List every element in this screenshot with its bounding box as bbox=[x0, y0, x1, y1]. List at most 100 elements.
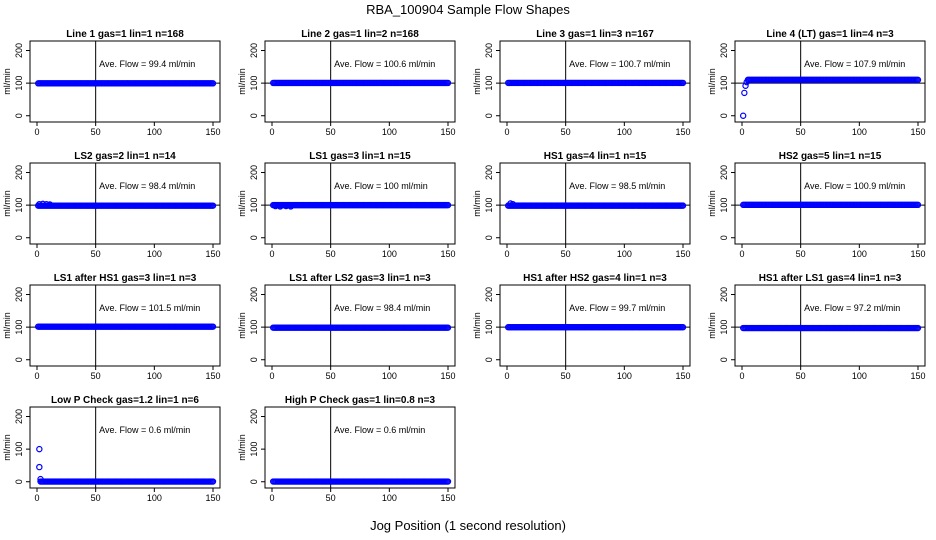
y-tick-label: 0 bbox=[14, 113, 24, 118]
data-point bbox=[739, 112, 747, 119]
y-tick-label: 0 bbox=[249, 113, 259, 118]
x-tick-label: 0 bbox=[739, 249, 744, 259]
y-tick-label: 200 bbox=[14, 43, 24, 58]
panel-frame bbox=[264, 162, 456, 245]
y-tick-label: 0 bbox=[719, 235, 729, 240]
x-tick-label: 50 bbox=[561, 249, 571, 259]
x-tick-label: 50 bbox=[326, 371, 336, 381]
panel-11: HS1 after HS2 gas=4 lin=1 n=3 0 50 100 150 0 1… bbox=[472, 273, 691, 381]
panel-frame bbox=[29, 284, 221, 367]
y-axis-label: ml/min bbox=[2, 312, 12, 339]
y-tick-label: 0 bbox=[484, 235, 494, 240]
average-flow-annotation: Ave. Flow = 100.9 ml/min bbox=[804, 181, 905, 191]
panel-6: LS1 gas=3 lin=1 n=15 0 50 100 150 0 100 200ml/m… bbox=[237, 151, 456, 259]
panel-title: LS1 after HS1 gas=3 lin=1 n=3 bbox=[54, 273, 197, 284]
x-tick-label: 100 bbox=[147, 127, 162, 137]
y-tick-label: 200 bbox=[249, 287, 259, 302]
panel-13: Low P Check gas=1.2 lin=1 n=6 0 50 100 150 0 1… bbox=[2, 395, 221, 503]
panel-title: High P Check gas=1 lin=0.8 n=3 bbox=[285, 395, 436, 406]
panel-frame bbox=[499, 40, 691, 123]
x-tick-label: 100 bbox=[617, 249, 632, 259]
y-tick-label: 100 bbox=[14, 320, 24, 335]
x-tick-label: 150 bbox=[440, 371, 455, 381]
data-series bbox=[269, 79, 452, 87]
data-series bbox=[269, 324, 452, 331]
x-tick-label: 150 bbox=[205, 249, 220, 259]
average-flow-annotation: Ave. Flow = 97.2 ml/min bbox=[804, 303, 900, 313]
x-tick-label: 50 bbox=[796, 371, 806, 381]
x-tick-label: 150 bbox=[440, 127, 455, 137]
x-tick-label: 0 bbox=[269, 493, 274, 503]
panel-1: Line 1 gas=1 lin=1 n=168 0 50 100 150 0 100 200… bbox=[2, 29, 221, 137]
panel-title: LS1 gas=3 lin=1 n=15 bbox=[309, 151, 411, 162]
data-point bbox=[209, 478, 217, 485]
panel-frame bbox=[29, 162, 221, 245]
x-tick-label: 50 bbox=[91, 493, 101, 503]
panel-frame bbox=[499, 162, 691, 245]
panel-8: HS2 gas=5 lin=1 n=15 0 50 100 150 0 100 200ml/m… bbox=[707, 151, 926, 259]
average-flow-annotation: Ave. Flow = 101.5 ml/min bbox=[99, 303, 200, 313]
panel-title: Line 1 gas=1 lin=1 n=168 bbox=[66, 29, 184, 40]
y-tick-label: 100 bbox=[484, 76, 494, 91]
y-tick-label: 0 bbox=[14, 235, 24, 240]
x-tick-label: 50 bbox=[91, 371, 101, 381]
x-tick-label: 0 bbox=[739, 371, 744, 381]
figure-title: RBA_100904 Sample Flow Shapes bbox=[366, 2, 570, 17]
y-axis-label: ml/min bbox=[472, 312, 482, 339]
data-series bbox=[739, 324, 922, 332]
y-tick-label: 0 bbox=[719, 357, 729, 362]
y-tick-label: 200 bbox=[249, 165, 259, 180]
x-tick-label: 100 bbox=[852, 127, 867, 137]
y-tick-label: 0 bbox=[719, 113, 729, 118]
data-point bbox=[444, 324, 452, 331]
data-point bbox=[679, 202, 687, 209]
data-point bbox=[914, 76, 922, 84]
y-axis-label: ml/min bbox=[237, 68, 247, 95]
y-axis-label: ml/min bbox=[237, 190, 247, 217]
panel-frame bbox=[734, 40, 926, 123]
data-series bbox=[34, 323, 217, 330]
y-tick-label: 100 bbox=[249, 198, 259, 213]
y-axis-label: ml/min bbox=[707, 312, 717, 339]
average-flow-annotation: Ave. Flow = 0.6 ml/min bbox=[99, 425, 190, 435]
x-tick-label: 0 bbox=[34, 127, 39, 137]
x-tick-label: 150 bbox=[910, 127, 925, 137]
y-tick-label: 100 bbox=[14, 198, 24, 213]
x-tick-label: 150 bbox=[910, 249, 925, 259]
y-tick-label: 100 bbox=[14, 442, 24, 457]
panel-title: HS1 after LS1 gas=4 lin=1 n=3 bbox=[759, 273, 902, 284]
x-tick-label: 100 bbox=[382, 249, 397, 259]
panel-12: HS1 after LS1 gas=4 lin=1 n=3 0 50 100 150 0 1… bbox=[707, 273, 926, 381]
y-axis-label: ml/min bbox=[237, 434, 247, 461]
y-axis-label: ml/min bbox=[707, 190, 717, 217]
x-tick-label: 0 bbox=[504, 127, 509, 137]
y-axis-label: ml/min bbox=[472, 190, 482, 217]
x-tick-label: 0 bbox=[504, 249, 509, 259]
y-tick-label: 200 bbox=[484, 165, 494, 180]
x-tick-label: 0 bbox=[269, 249, 274, 259]
data-point bbox=[36, 463, 43, 471]
x-tick-label: 50 bbox=[326, 249, 336, 259]
data-series bbox=[36, 445, 217, 485]
y-tick-label: 0 bbox=[249, 357, 259, 362]
panel-frame bbox=[264, 284, 456, 367]
data-point bbox=[741, 89, 748, 97]
panel-title: HS1 gas=4 lin=1 n=15 bbox=[544, 151, 647, 162]
data-point bbox=[209, 80, 217, 87]
y-axis-label: ml/min bbox=[2, 190, 12, 217]
y-tick-label: 0 bbox=[14, 357, 24, 362]
y-tick-label: 200 bbox=[719, 287, 729, 302]
data-point bbox=[914, 324, 922, 332]
y-axis-label: ml/min bbox=[237, 312, 247, 339]
panel-3: Line 3 gas=1 lin=3 n=167 0 50 100 150 0 100 200… bbox=[472, 29, 691, 137]
panel-title: HS2 gas=5 lin=1 n=15 bbox=[779, 151, 882, 162]
average-flow-annotation: Ave. Flow = 100.7 ml/min bbox=[569, 59, 670, 69]
x-tick-label: 0 bbox=[504, 371, 509, 381]
y-axis-label: ml/min bbox=[2, 68, 12, 95]
x-tick-label: 0 bbox=[34, 493, 39, 503]
y-tick-label: 200 bbox=[249, 43, 259, 58]
panel-frame bbox=[29, 406, 221, 489]
y-tick-label: 200 bbox=[14, 165, 24, 180]
x-tick-label: 150 bbox=[440, 493, 455, 503]
x-tick-label: 0 bbox=[269, 371, 274, 381]
